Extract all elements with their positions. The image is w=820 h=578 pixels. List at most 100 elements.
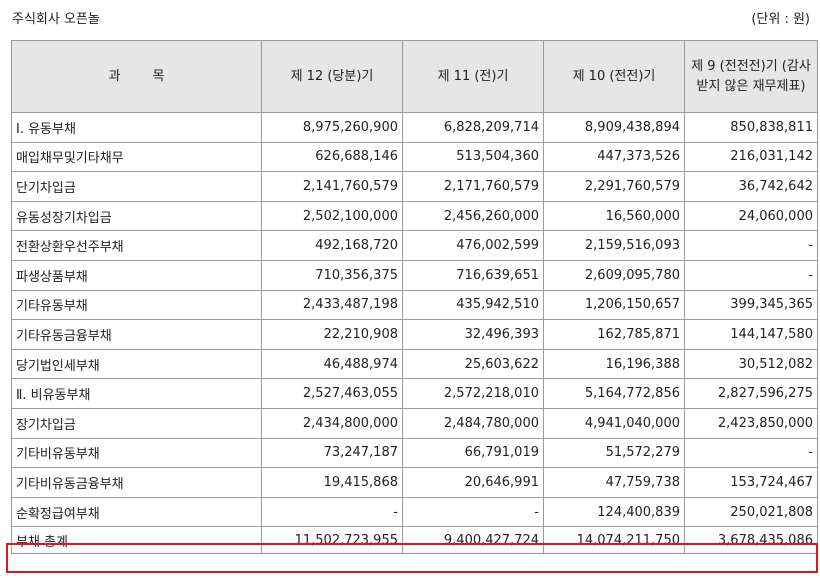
cell-period-12: 492,168,720 xyxy=(261,230,403,261)
cell-period-9: 250,021,808 xyxy=(684,496,818,528)
cell-period-9: 216,031,142 xyxy=(684,141,818,173)
table-row: 순확정급여부채 - -124,400,839 250,021,808 xyxy=(11,496,818,528)
table-row: 기타비유동금융부채 19,415,868 20,646,991 47,759,738 1… xyxy=(11,467,818,498)
row-label: 기타유동금융부채 xyxy=(11,319,262,350)
table-row: Ⅱ. 비유동부채 2,527,463,055 2,572,218,010 5,164,… xyxy=(11,378,818,409)
row-label: 기타비유동부채 xyxy=(11,437,262,469)
row-label: 전환상환우선주부채 xyxy=(11,230,262,261)
column-header-period-11: 제 11 (전)기 xyxy=(402,40,544,113)
row-label: Ⅰ. 유동부채 xyxy=(11,112,262,143)
cell-period-9: - xyxy=(684,437,818,469)
cell-period-10: 8,909,438,894 xyxy=(543,112,685,143)
cell-period-9: 2,423,850,000 xyxy=(684,407,818,439)
cell-period-11: - xyxy=(402,496,544,528)
cell-period-9: - xyxy=(684,230,818,261)
cell-period-10: 2,609,095,780 xyxy=(543,259,685,291)
cell-period-12: 19,415,868 xyxy=(261,467,403,498)
cell-period-10: 47,759,738 xyxy=(543,467,685,498)
row-label: 장기차입금 xyxy=(11,407,262,439)
cell-period-11: 2,171,760,579 xyxy=(402,171,544,202)
table-row: 장기차입금 2,434,800,000 2,484,780,000 4,941,040… xyxy=(11,407,818,439)
column-header-item-b: 목 xyxy=(152,68,165,84)
total-period-9: 3,678,435,086 xyxy=(684,526,818,555)
cell-period-10: 51,572,279 xyxy=(543,437,685,469)
cell-period-12: 2,502,100,000 xyxy=(261,200,403,232)
column-header-period-12: 제 12 (당분)기 xyxy=(261,40,403,113)
cell-period-10: 16,560,000 xyxy=(543,200,685,232)
cell-period-11: 6,828,209,714 xyxy=(402,112,544,143)
row-label: 기타유동부채 xyxy=(11,289,262,321)
cell-period-11: 32,496,393 xyxy=(402,319,544,350)
cell-period-12: 73,247,187 xyxy=(261,437,403,469)
unit-label: (단위 : 원) xyxy=(751,12,810,27)
cell-period-9: - xyxy=(684,259,818,291)
table-row: 전환상환우선주부채 492,168,720 476,002,599 2,159,516… xyxy=(11,230,818,261)
cell-period-12: 2,527,463,055 xyxy=(261,378,403,409)
table-row: 유동성장기차입금 2,502,100,000 2,456,260,000 16,560… xyxy=(11,200,818,232)
cell-period-10: 2,159,516,093 xyxy=(543,230,685,261)
table-row: 기타유동부채 2,433,487,198 435,942,510 1,206,150,… xyxy=(11,289,818,321)
cell-period-12: 2,433,487,198 xyxy=(261,289,403,321)
table-row: 기타유동금융부채 22,210,908 32,496,393 162,785,871 1… xyxy=(11,319,818,350)
cell-period-9: 144,147,580 xyxy=(684,319,818,350)
table-row: 당기법인세부채 46,488,974 25,603,622 16,196,388 30,… xyxy=(11,348,818,380)
cell-period-12: 8,975,260,900 xyxy=(261,112,403,143)
cell-period-9: 2,827,596,275 xyxy=(684,378,818,409)
row-label: 당기법인세부채 xyxy=(11,348,262,380)
cell-period-11: 435,942,510 xyxy=(402,289,544,321)
column-header-period-10: 제 10 (전전)기 xyxy=(543,40,685,113)
cell-period-11: 2,572,218,010 xyxy=(402,378,544,409)
company-name: 주식회사 오픈놀 xyxy=(12,12,100,27)
row-label: 단기차입금 xyxy=(11,171,262,202)
cell-period-10: 4,941,040,000 xyxy=(543,407,685,439)
total-label: 부채 총계 xyxy=(11,526,262,555)
table-row: Ⅰ. 유동부채 8,975,260,900 6,828,209,714 8,909,4… xyxy=(11,112,818,143)
row-label: 유동성장기차입금 xyxy=(11,200,262,232)
cell-period-9: 153,724,467 xyxy=(684,467,818,498)
row-label: 기타비유동금융부채 xyxy=(11,467,262,498)
cell-period-12: 2,434,800,000 xyxy=(261,407,403,439)
total-period-10: 14,074,211,750 xyxy=(543,526,685,555)
cell-period-12: - xyxy=(261,496,403,528)
cell-period-9: 399,345,365 xyxy=(684,289,818,321)
cell-period-12: 710,356,375 xyxy=(261,259,403,291)
table-row: 단기차입금 2,141,760,579 2,171,760,579 2,291,760… xyxy=(11,171,818,202)
cell-period-11: 2,484,780,000 xyxy=(402,407,544,439)
cell-period-11: 716,639,651 xyxy=(402,259,544,291)
table-row: 매입채무및기타채무 626,688,146 513,504,360 447,373,5… xyxy=(11,141,818,173)
cell-period-12: 626,688,146 xyxy=(261,141,403,173)
cell-period-9: 24,060,000 xyxy=(684,200,818,232)
cell-period-10: 162,785,871 xyxy=(543,319,685,350)
table-row: 기타비유동부채 73,247,187 66,791,019 51,572,279- xyxy=(11,437,818,469)
cell-period-10: 2,291,760,579 xyxy=(543,171,685,202)
total-row: 부채 총계 11,502,723,955 9,400,427,724 14,074,2… xyxy=(11,526,818,555)
cell-period-9: 36,742,642 xyxy=(684,171,818,202)
column-header-item-a: 과 xyxy=(108,68,121,84)
cell-period-11: 66,791,019 xyxy=(402,437,544,469)
cell-period-10: 1,206,150,657 xyxy=(543,289,685,321)
row-label: 매입채무및기타채무 xyxy=(11,141,262,173)
cell-period-11: 513,504,360 xyxy=(402,141,544,173)
total-period-12: 11,502,723,955 xyxy=(261,526,403,555)
row-label: 순확정급여부채 xyxy=(11,496,262,528)
cell-period-10: 16,196,388 xyxy=(543,348,685,380)
cell-period-12: 46,488,974 xyxy=(261,348,403,380)
cell-period-12: 2,141,760,579 xyxy=(261,171,403,202)
total-period-11: 9,400,427,724 xyxy=(402,526,544,555)
column-header-period-9: 제 9 (전전전)기 (감사받지 않은 재무제표) xyxy=(684,40,818,113)
cell-period-9: 30,512,082 xyxy=(684,348,818,380)
cell-period-12: 22,210,908 xyxy=(261,319,403,350)
cell-period-11: 25,603,622 xyxy=(402,348,544,380)
cell-period-11: 476,002,599 xyxy=(402,230,544,261)
cell-period-10: 5,164,772,856 xyxy=(543,378,685,409)
cell-period-11: 20,646,991 xyxy=(402,467,544,498)
table-row: 파생상품부채 710,356,375 716,639,651 2,609,095,78… xyxy=(11,259,818,291)
row-label: Ⅱ. 비유동부채 xyxy=(11,378,262,409)
cell-period-10: 124,400,839 xyxy=(543,496,685,528)
cell-period-11: 2,456,260,000 xyxy=(402,200,544,232)
row-label: 파생상품부채 xyxy=(11,259,262,291)
cell-period-10: 447,373,526 xyxy=(543,141,685,173)
